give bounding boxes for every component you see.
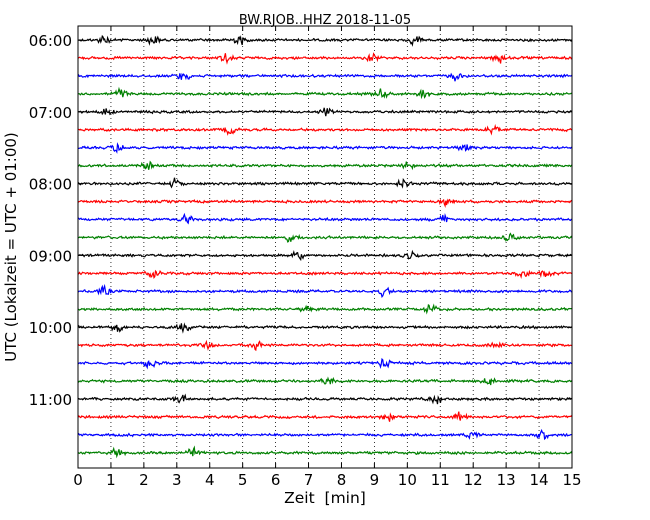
- x-tick-label: 15: [562, 471, 581, 489]
- plot-frame: [77, 25, 573, 469]
- y-axis-label: UTC (Lokalzeit = UTC + 01:00): [2, 132, 20, 362]
- y-tick-label: 06:00: [29, 32, 72, 50]
- seismogram-trace: [77, 177, 573, 189]
- seismogram-trace: [77, 123, 573, 136]
- x-tick-label: 12: [464, 471, 483, 489]
- x-tick-label: 7: [304, 471, 314, 489]
- chart-title: BW.RJOB..HHZ 2018-11-05: [239, 13, 411, 28]
- y-tick-label: 09:00: [29, 247, 72, 265]
- seismogram-trace: [77, 249, 573, 262]
- y-axis-ticks: 06:00 07:00 08:00 09:00 10:00 11:00: [29, 32, 572, 409]
- x-tick-label: 13: [497, 471, 516, 489]
- x-tick-label: 8: [337, 471, 347, 489]
- seismogram-trace: [77, 86, 573, 100]
- x-tick-label: 2: [139, 471, 149, 489]
- x-tick-label: 6: [271, 471, 281, 489]
- seismogram-traces: [77, 34, 573, 459]
- seismogram-trace: [77, 339, 573, 352]
- x-tick-label: 1: [106, 471, 116, 489]
- x-tick-label: 14: [530, 471, 549, 489]
- seismogram-trace: [77, 445, 573, 459]
- x-tick-label: 0: [73, 471, 83, 489]
- seismogram-trace: [77, 411, 573, 422]
- x-axis-label: Zeit [min]: [284, 489, 366, 507]
- y-tick-label: 07:00: [29, 104, 72, 122]
- x-tick-label: 5: [238, 471, 248, 489]
- x-tick-label: 11: [431, 471, 450, 489]
- seismogram-trace: [77, 428, 573, 441]
- vertical-grid: [110, 26, 540, 468]
- seismogram-trace: [77, 52, 573, 65]
- seismogram-trace: [78, 142, 573, 154]
- seismogram-trace: [77, 212, 572, 225]
- x-tick-label: 10: [398, 471, 417, 489]
- seismogram-trace: [77, 376, 573, 386]
- seismogram-trace: [77, 107, 573, 117]
- seismogram-trace: [77, 232, 573, 243]
- seismogram-trace: [77, 357, 573, 370]
- seismogram-trace: [77, 34, 573, 47]
- seismogram-trace: [77, 198, 573, 208]
- x-tick-label: 4: [205, 471, 215, 489]
- x-tick-label: 9: [370, 471, 380, 489]
- seismogram-trace: [77, 160, 573, 171]
- seismogram-trace: [77, 283, 573, 298]
- seismogram-trace: [77, 269, 573, 280]
- x-axis-ticks: 0 1 2 3 4 5 6 7 8 9 10 11 12 13 14 15: [73, 26, 582, 489]
- seismogram-trace: [77, 303, 573, 315]
- y-tick-label: 08:00: [29, 176, 72, 194]
- seismogram-trace: [77, 322, 573, 334]
- seismogram-trace: [77, 393, 573, 405]
- y-tick-label: 11:00: [29, 391, 72, 409]
- y-tick-label: 10:00: [29, 319, 72, 337]
- seismogram-trace: [77, 72, 573, 82]
- x-tick-label: 3: [172, 471, 182, 489]
